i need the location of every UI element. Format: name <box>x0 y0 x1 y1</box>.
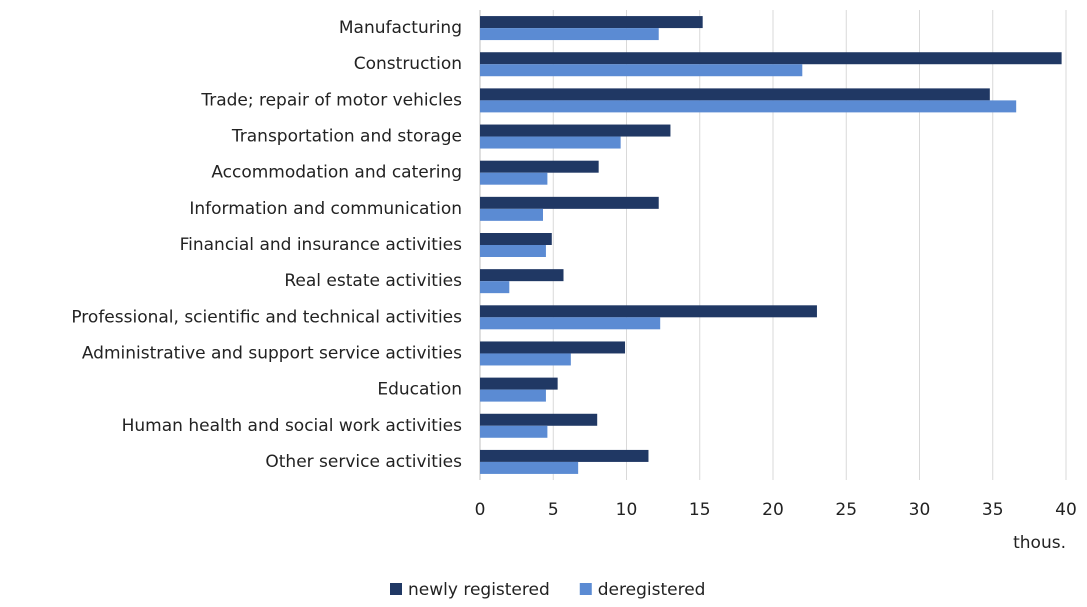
y-tick-label: Administrative and support service activ… <box>82 343 462 363</box>
y-tick-label: Information and communication <box>189 199 462 219</box>
y-tick-label: Other service activities <box>265 452 462 472</box>
bar <box>480 233 552 245</box>
bar <box>480 172 548 185</box>
bar <box>480 196 659 209</box>
bar <box>480 461 579 474</box>
x-tick-label: 30 <box>909 500 931 520</box>
x-tick-label: 10 <box>616 500 638 520</box>
x-tick-label: 20 <box>762 500 784 520</box>
legend-swatch <box>579 583 592 595</box>
y-tick-label: Construction <box>354 54 462 74</box>
bar <box>480 269 564 282</box>
x-tick-label: 35 <box>982 500 1004 520</box>
y-tick-label: Manufacturing <box>339 18 462 38</box>
bar <box>480 100 1017 113</box>
bar <box>480 389 546 402</box>
legend-label: newly registered <box>408 580 550 600</box>
x-tick-label: 40 <box>1055 500 1077 520</box>
bar <box>480 64 803 77</box>
y-tick-label: Professional, scientific and technical a… <box>71 307 462 327</box>
bar <box>480 52 1062 65</box>
bar <box>480 208 543 221</box>
x-tick-label: 25 <box>835 500 857 520</box>
x-tick-label: 15 <box>689 500 711 520</box>
legend-swatch <box>390 583 402 595</box>
bar <box>480 124 671 137</box>
bar <box>480 377 558 390</box>
y-tick-label: Accommodation and catering <box>211 163 462 183</box>
bar <box>480 353 571 366</box>
bar <box>480 136 621 149</box>
bar <box>480 413 598 426</box>
bar <box>480 305 817 318</box>
bar <box>480 88 990 101</box>
bar <box>480 16 703 29</box>
bar <box>480 245 546 257</box>
bar <box>480 425 548 438</box>
x-tick-label: 5 <box>548 500 559 520</box>
legend-label: deregistered <box>598 580 706 600</box>
x-axis-label: thous. <box>1013 533 1066 553</box>
bar <box>480 160 599 173</box>
y-tick-label: Transportation and storage <box>231 127 462 147</box>
bar <box>480 317 661 330</box>
y-tick-label: Real estate activities <box>284 271 462 291</box>
y-tick-label: Human health and social work activities <box>122 416 463 436</box>
bar <box>480 28 659 41</box>
bar <box>480 341 626 354</box>
y-tick-label: Education <box>377 380 462 400</box>
bar <box>480 449 649 462</box>
y-tick-label: Financial and insurance activities <box>180 235 463 255</box>
y-tick-label: Trade; repair of motor vehicles <box>200 90 462 110</box>
x-tick-label: 0 <box>475 500 486 520</box>
bar <box>480 281 510 294</box>
